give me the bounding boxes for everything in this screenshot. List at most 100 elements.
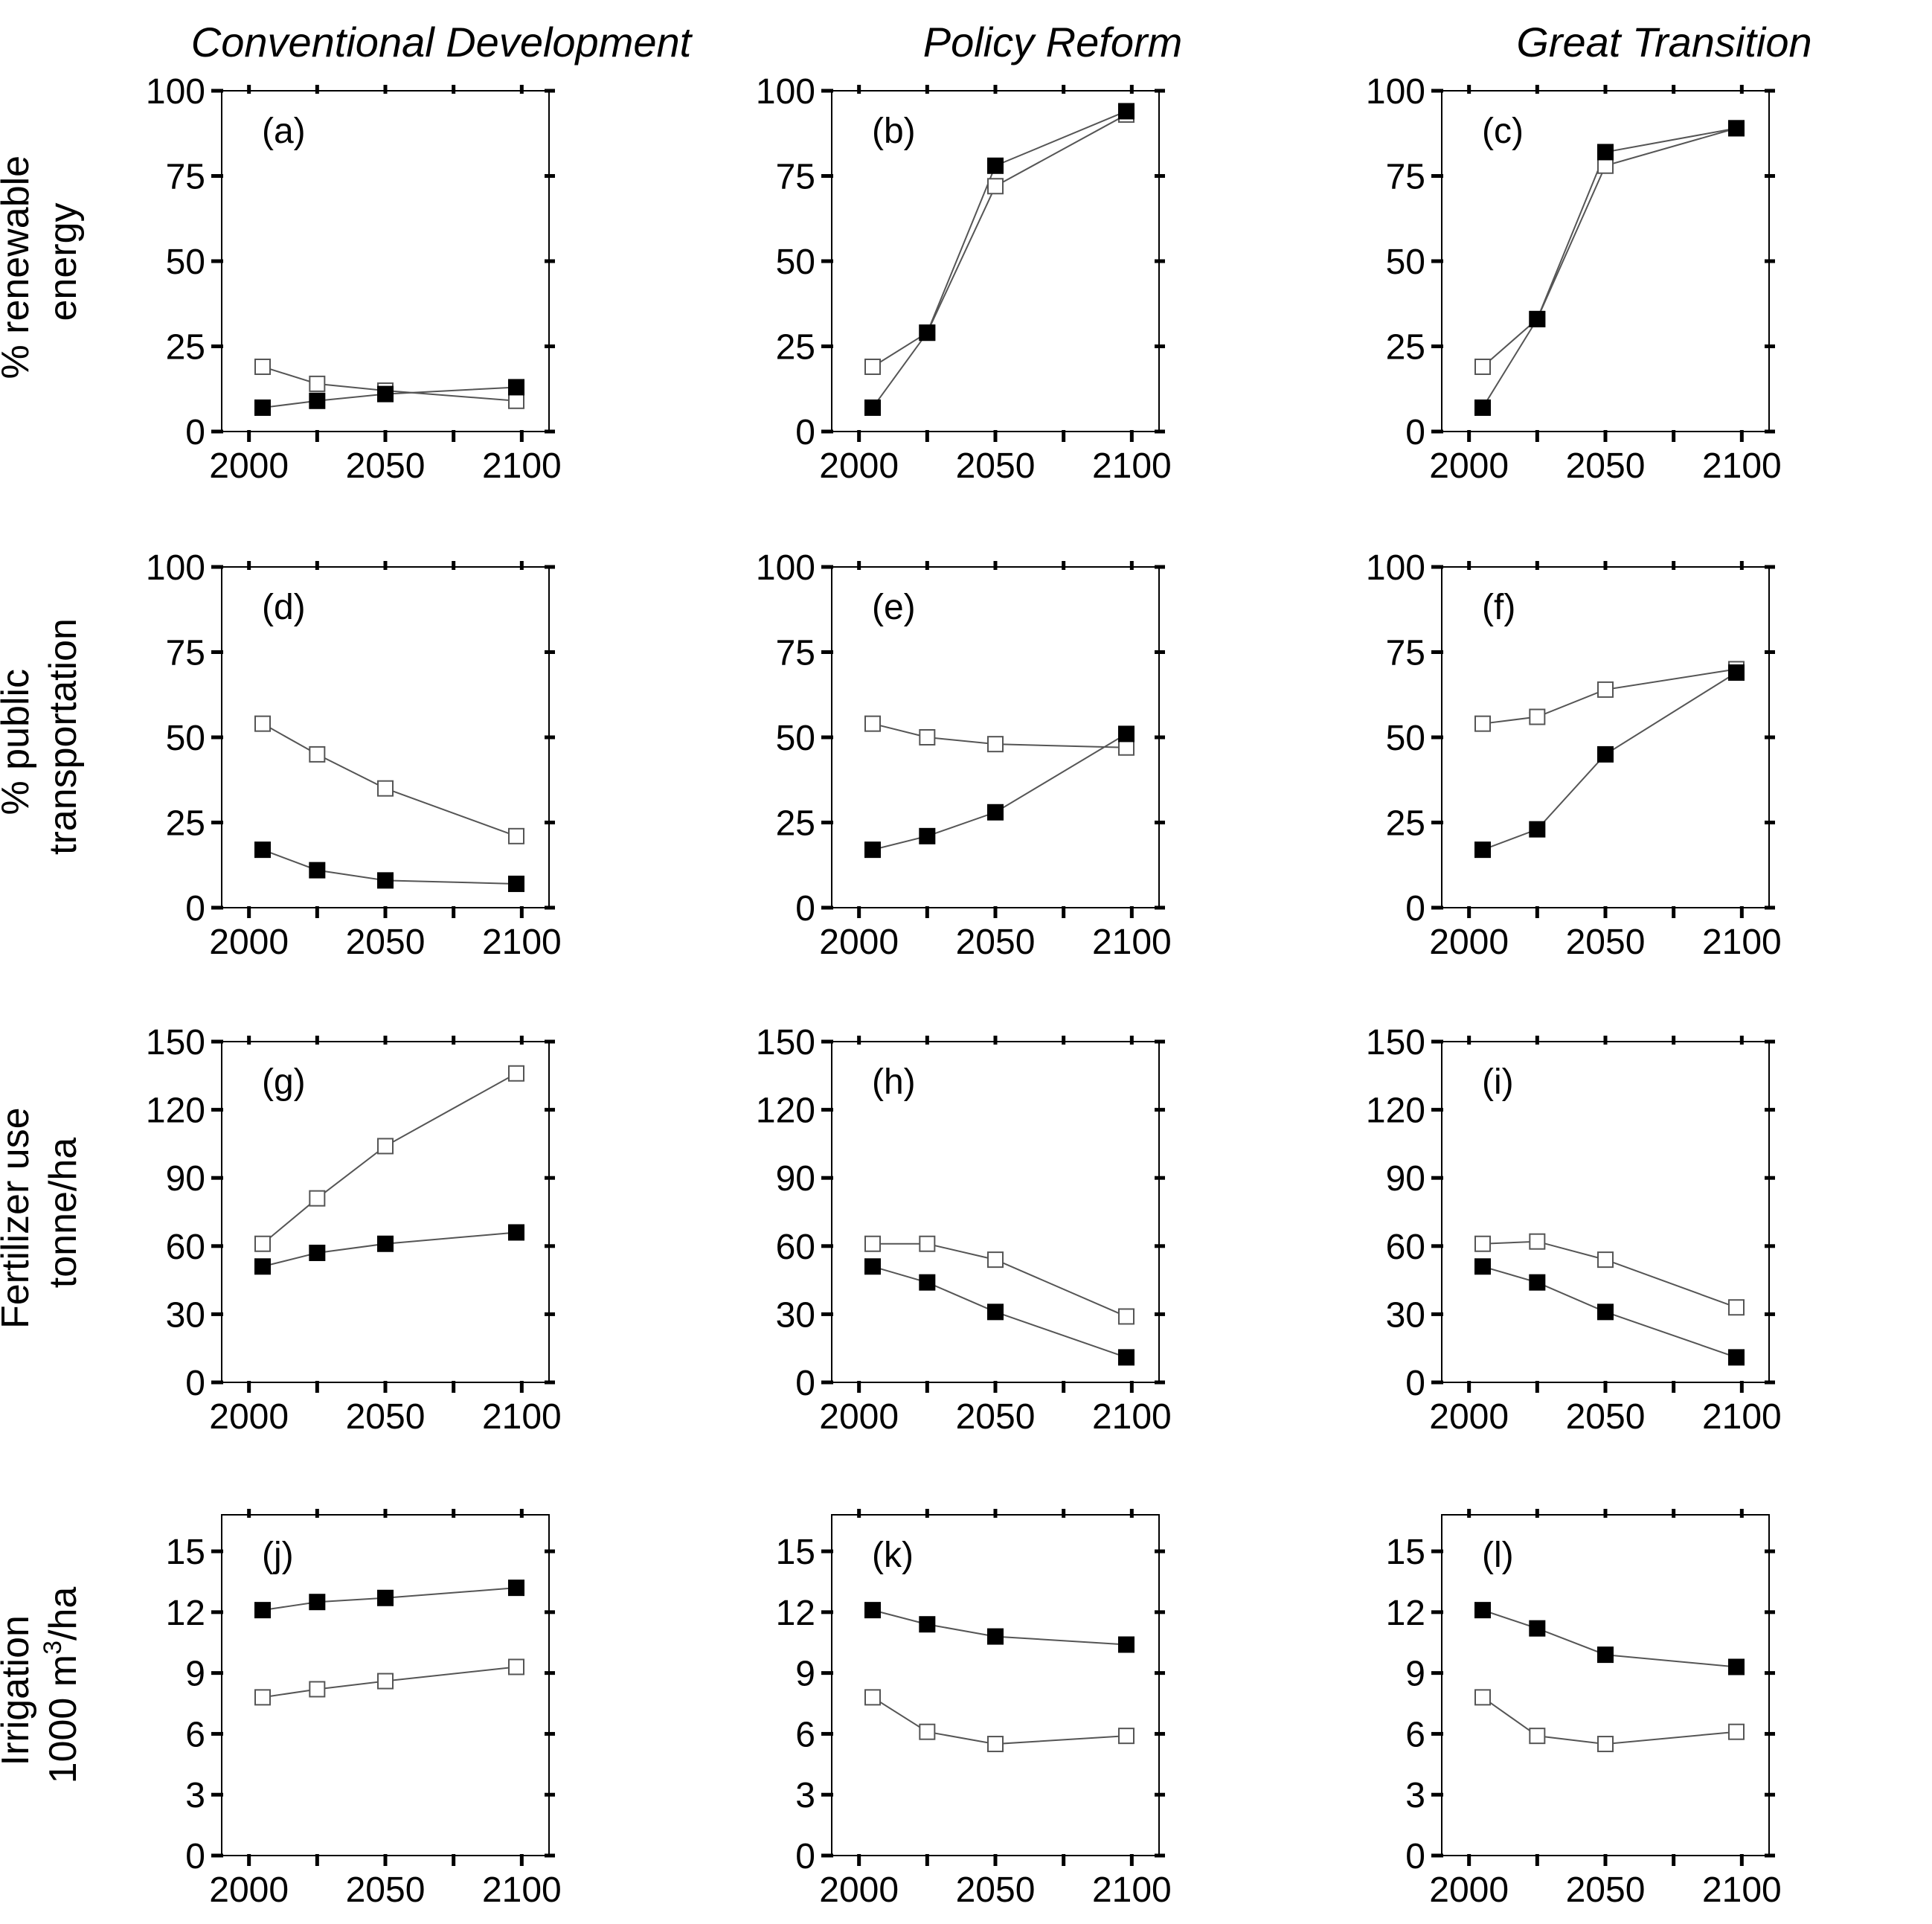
series-line-open — [262, 1072, 517, 1245]
marker-filled — [1597, 144, 1614, 161]
marker-filled — [864, 841, 881, 859]
panel-k: 0 3 6 9 12 15 2000 2050 2100 (k) — [776, 1509, 1172, 1910]
marker-open — [1474, 358, 1491, 375]
x-tick-label: 2100 — [482, 446, 562, 486]
marker-open — [1597, 1736, 1614, 1753]
y-tick-label: 12 — [1386, 1594, 1425, 1633]
marker-filled — [508, 875, 524, 892]
y-tick-label: 3 — [795, 1776, 815, 1815]
y-tick-label: 50 — [166, 243, 205, 282]
x-tick-label: 2000 — [209, 1397, 289, 1437]
marker-open — [1474, 1235, 1491, 1252]
y-tick-label: 100 — [146, 548, 205, 588]
marker-filled — [864, 1602, 881, 1619]
y-tick-label: 120 — [1366, 1091, 1425, 1131]
row-label-transport: % public transportation — [0, 618, 85, 855]
marker-open — [1474, 715, 1491, 732]
y-tick-label: 150 — [146, 1023, 205, 1062]
series-line-filled — [872, 733, 1127, 851]
marker-filled — [377, 872, 394, 889]
y-tick-label: 120 — [756, 1091, 815, 1131]
marker-open — [309, 1681, 326, 1698]
marker-open — [864, 358, 881, 375]
marker-open — [508, 827, 524, 844]
marker-open — [309, 375, 326, 392]
marker-filled — [508, 1224, 524, 1241]
x-tick-label: 2000 — [209, 923, 289, 962]
y-tick-label: 30 — [776, 1295, 815, 1335]
y-tick-label: 75 — [776, 158, 815, 197]
marker-filled — [919, 1616, 936, 1633]
marker-open — [508, 1065, 524, 1082]
marker-filled — [1474, 399, 1491, 416]
x-tick-label: 2000 — [1429, 446, 1509, 486]
marker-open — [1529, 1728, 1546, 1745]
marker-open — [309, 1190, 326, 1207]
panel-label: (k) — [872, 1536, 914, 1575]
marker-filled — [309, 1244, 326, 1261]
marker-open — [987, 736, 1004, 753]
marker-open — [1529, 1233, 1546, 1250]
panel-label: (f) — [1482, 588, 1515, 627]
marker-filled — [508, 1580, 524, 1597]
marker-filled — [1597, 1303, 1614, 1321]
marker-filled — [309, 862, 326, 879]
series-line-filled — [1482, 127, 1737, 408]
marker-filled — [987, 157, 1004, 174]
series-line-filled — [872, 110, 1127, 408]
y-tick-label: 15 — [1386, 1533, 1425, 1572]
panel-f: 0 25 50 75 100 2000 2050 2100 (f) — [1366, 548, 1782, 962]
marker-filled — [1529, 1620, 1546, 1637]
panel-d: 0 25 50 75 100 2000 2050 2100 (d) — [146, 548, 562, 962]
marker-filled — [1728, 664, 1745, 681]
x-tick-label: 2050 — [956, 923, 1036, 962]
y-tick-label: 0 — [185, 1364, 205, 1403]
marker-open — [1118, 1728, 1135, 1745]
y-tick-label: 25 — [776, 804, 815, 844]
marker-filled — [864, 1258, 881, 1275]
marker-open — [1118, 1308, 1135, 1325]
series-line-open — [1482, 1240, 1737, 1309]
marker-filled — [309, 392, 326, 409]
marker-open — [864, 715, 881, 732]
panel-label: (h) — [872, 1062, 916, 1102]
column-title-great-transition: Great Transition — [1516, 19, 1811, 65]
x-tick-label: 2100 — [482, 1397, 562, 1437]
y-tick-label: 6 — [1405, 1715, 1425, 1754]
x-tick-label: 2100 — [1702, 923, 1782, 962]
x-tick-label: 2000 — [209, 446, 289, 486]
marker-filled — [919, 827, 936, 844]
marker-open — [1597, 681, 1614, 698]
x-tick-label: 2050 — [1566, 1870, 1646, 1910]
x-tick-label: 2050 — [346, 923, 426, 962]
y-tick-label: 6 — [185, 1715, 205, 1754]
y-tick-label: 150 — [1366, 1023, 1425, 1062]
marker-filled — [377, 385, 394, 403]
panel-label: (b) — [872, 112, 916, 151]
y-tick-label: 25 — [1386, 804, 1425, 844]
panel-label: (d) — [262, 588, 306, 627]
marker-filled — [377, 1589, 394, 1606]
marker-filled — [1597, 745, 1614, 763]
row-label-irrigation: Irrigation 1000 m3/ha — [0, 1587, 85, 1784]
y-tick-label: 30 — [1386, 1295, 1425, 1335]
y-tick-label: 75 — [1386, 158, 1425, 197]
series-line-filled — [262, 386, 517, 408]
y-tick-label: 0 — [1405, 1837, 1425, 1876]
x-tick-label: 2050 — [956, 1397, 1036, 1437]
marker-open — [919, 1235, 936, 1252]
y-tick-label: 0 — [185, 889, 205, 929]
marker-filled — [987, 804, 1004, 821]
x-tick-label: 2100 — [482, 923, 562, 962]
y-tick-label: 0 — [185, 413, 205, 452]
marker-filled — [254, 841, 271, 859]
x-tick-label: 2100 — [1702, 1870, 1782, 1910]
panel-label: (a) — [262, 112, 306, 151]
x-tick-label: 2100 — [1092, 1397, 1172, 1437]
y-tick-label: 9 — [185, 1655, 205, 1694]
marker-filled — [1118, 725, 1135, 743]
marker-filled — [1529, 1274, 1546, 1291]
series-line-open — [262, 366, 517, 402]
panel-l: 0 3 6 9 12 15 2000 2050 2100 (l) — [1386, 1509, 1782, 1910]
series-line-filled — [1482, 1609, 1737, 1668]
